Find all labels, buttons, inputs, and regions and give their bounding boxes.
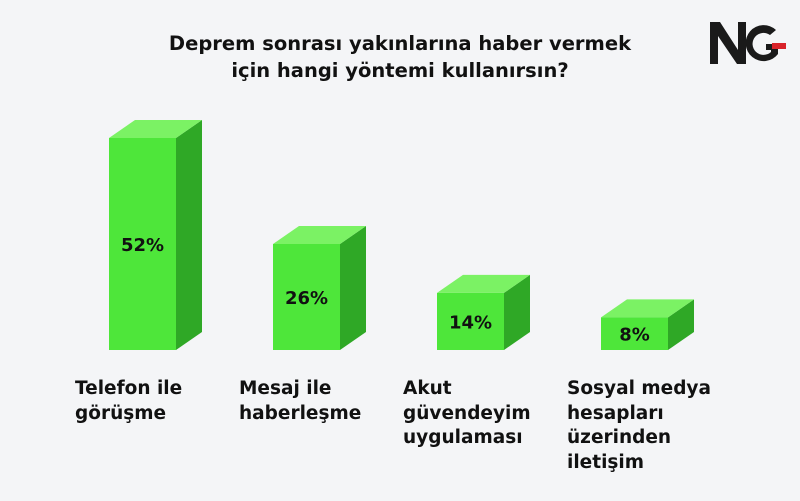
- category-label-line: görüşme: [75, 402, 167, 424]
- category-label: Akut güvendeyim uygulaması: [403, 377, 531, 451]
- bar-group: 52%: [109, 120, 202, 350]
- bar: [109, 138, 176, 350]
- category-label-line: iletişim: [567, 451, 645, 473]
- ng-logo: [710, 22, 786, 64]
- bar-side: [340, 226, 366, 350]
- bar-top: [273, 226, 366, 244]
- bar-side: [504, 274, 530, 350]
- logo-letter-n: [710, 22, 746, 64]
- bar-top: [601, 299, 694, 318]
- category-label: Mesaj ile haberleşme: [239, 377, 361, 426]
- bar-group: 14%: [437, 274, 530, 350]
- bar-side: [176, 120, 202, 350]
- category-label-line: güvendeyim: [403, 402, 531, 424]
- value-label: 52%: [121, 235, 164, 256]
- category-label-line: üzerinden: [567, 427, 672, 448]
- logo-red-bar: [772, 43, 786, 49]
- bar: [601, 317, 668, 350]
- bar-side: [668, 299, 694, 350]
- category-label-line: Telefon ile: [75, 378, 183, 399]
- logo-letter-g: [745, 25, 778, 62]
- category-label-line: Sosyal medya: [567, 378, 711, 399]
- chart-title: Deprem sonrası yakınlarına haber vermek …: [150, 30, 650, 84]
- chart-title-line-2: için hangi yöntemi kullanırsın?: [231, 59, 569, 82]
- category-label: Telefon ile görüşme: [75, 377, 182, 426]
- value-label: 8%: [619, 325, 650, 346]
- bar-top: [437, 274, 530, 293]
- category-label-line: Akut: [403, 378, 452, 399]
- category-label-line: haberleşme: [239, 402, 362, 424]
- category-label: Sosyal medya hesapları üzerinden iletişim: [567, 377, 711, 475]
- bar: [273, 244, 340, 350]
- value-label: 14%: [449, 312, 492, 333]
- bar: [437, 292, 504, 350]
- value-label: 26%: [285, 288, 328, 309]
- chart-title-line-1: Deprem sonrası yakınlarına haber vermek: [168, 32, 632, 55]
- bar-group: 8%: [601, 299, 694, 350]
- category-label-line: hesapları: [567, 402, 664, 424]
- category-label-line: Mesaj ile: [239, 378, 332, 399]
- bar-top: [109, 120, 202, 138]
- category-label-line: uygulaması: [403, 427, 523, 448]
- bar-group: 26%: [273, 226, 366, 350]
